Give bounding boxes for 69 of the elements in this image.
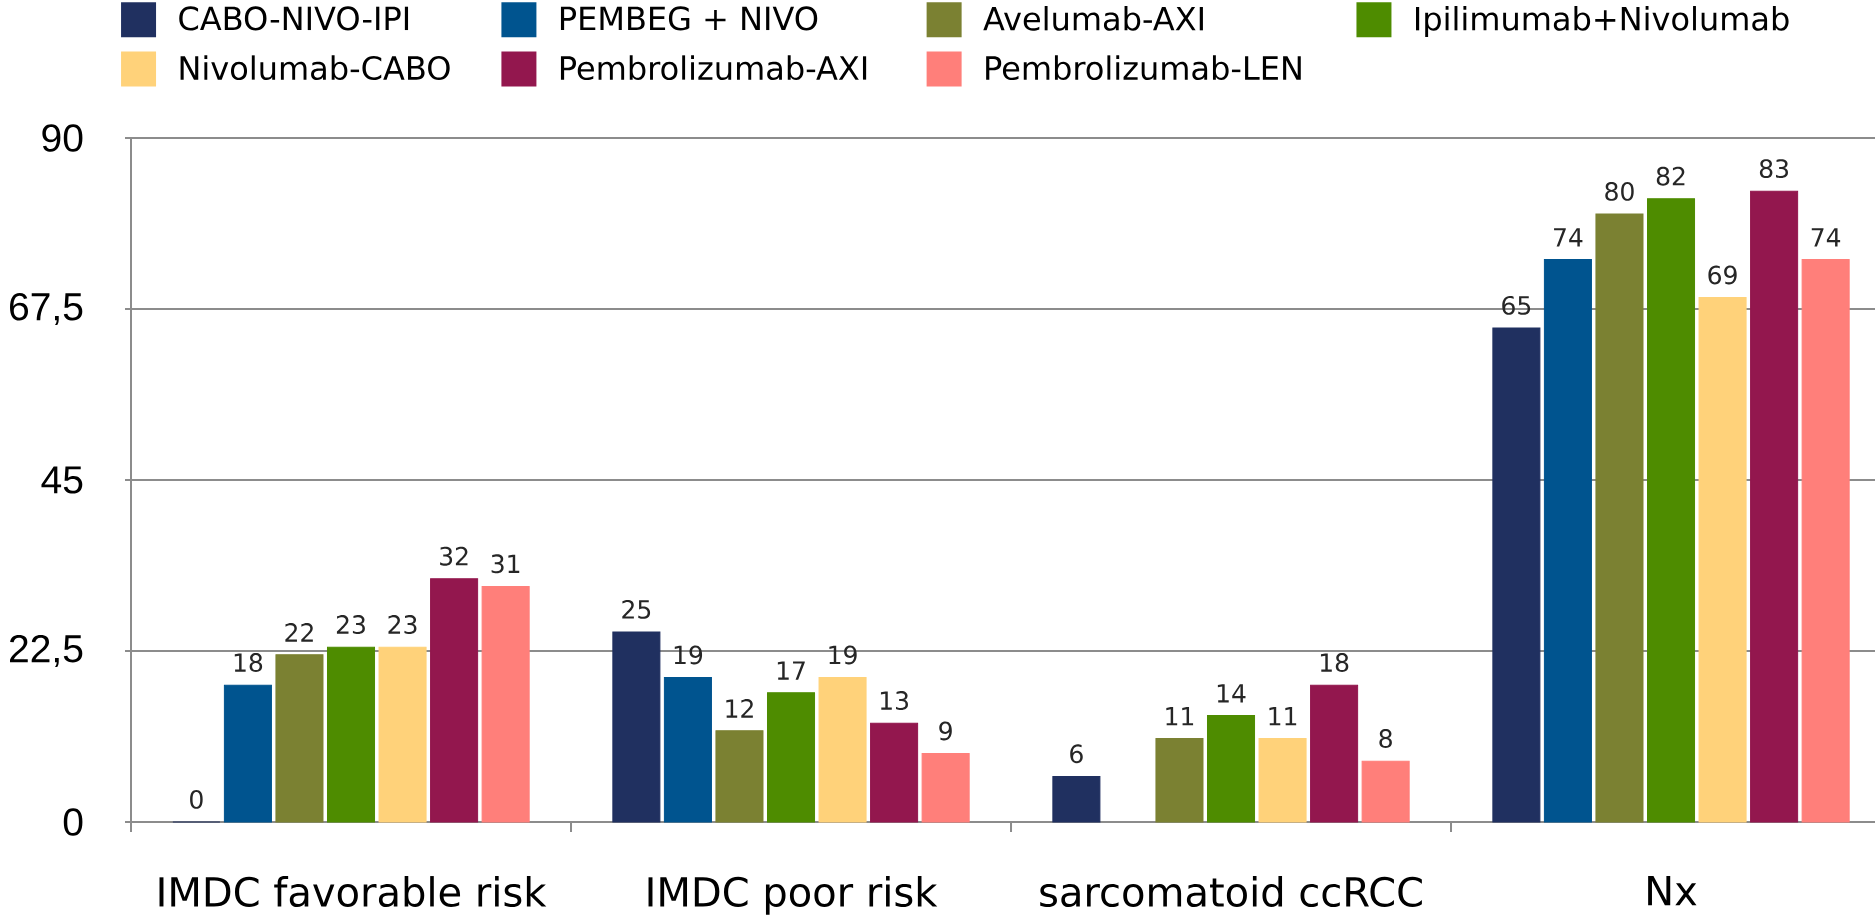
bar: [223, 684, 272, 823]
data-label: 13: [880, 691, 908, 711]
y-tick-label: 67,5: [10, 292, 83, 326]
bar: [1801, 259, 1850, 823]
bar: [378, 646, 427, 823]
bar: [870, 722, 919, 823]
legend-label: Pembrolizumab-AXI: [560, 55, 867, 81]
bar: [1310, 684, 1359, 823]
data-label: 22: [285, 623, 313, 642]
bar: [818, 677, 867, 823]
legend-label: Pembrolizumab-LEN: [986, 55, 1301, 81]
data-label: 14: [1217, 684, 1246, 703]
bar: [921, 753, 970, 823]
data-label: 12: [726, 699, 753, 718]
legend-label: CABO-NIVO-IPI: [179, 6, 409, 31]
data-label: 18: [1320, 653, 1349, 673]
y-tick-label: 45: [41, 466, 83, 494]
legend-label: Nivolumab-CABO: [180, 55, 450, 81]
bar: [326, 646, 376, 823]
data-label: 74: [1554, 228, 1583, 247]
data-label: 8: [1379, 729, 1392, 749]
data-label: 80: [1605, 181, 1634, 201]
bar: [1206, 715, 1256, 823]
data-label: 11: [1166, 707, 1194, 726]
data-label: 83: [1759, 159, 1788, 179]
bar: [1698, 297, 1747, 823]
data-label: 6: [1070, 744, 1083, 764]
bar: [663, 677, 712, 823]
data-label: 82: [1656, 166, 1685, 186]
data-label: 19: [674, 645, 703, 665]
bar: [481, 585, 530, 823]
x-tick-label: sarcomatoid ccRCC: [1040, 876, 1422, 908]
data-label: 69: [1708, 265, 1737, 285]
bar: [1361, 760, 1410, 823]
data-label: 18: [234, 653, 263, 673]
data-label: 0: [190, 789, 203, 809]
data-label: 19: [829, 645, 857, 665]
data-label: 23: [388, 615, 417, 635]
bar: [1750, 190, 1799, 823]
x-tick-label: IMDC poor risk: [648, 876, 938, 915]
bar: [1052, 775, 1101, 823]
bar: [430, 578, 479, 823]
bar: [1258, 737, 1307, 823]
legend-label: Avelumab-AXI: [983, 6, 1203, 31]
bar: [766, 692, 816, 823]
bar: [1543, 259, 1592, 823]
y-tick-label: 22,5: [10, 634, 83, 668]
bar: [1647, 198, 1696, 823]
x-tick-label: Nx: [1648, 876, 1697, 906]
bar: [612, 631, 661, 823]
y-tick-label: 0: [63, 808, 83, 836]
x-tick-label: IMDC favorable risk: [159, 876, 547, 908]
data-label: 25: [622, 599, 651, 619]
bar: [1155, 737, 1204, 823]
data-label: 17: [777, 661, 805, 680]
bar: [715, 730, 764, 823]
bar: [1595, 213, 1644, 823]
data-label: 74: [1811, 228, 1841, 247]
data-label: 23: [336, 615, 365, 635]
data-label: 32: [440, 546, 468, 566]
legend-label: PEMBEG + NIVO: [560, 6, 818, 31]
y-tick-label: 90: [42, 124, 83, 152]
legend-label: Ipilimumab+Nivolumab: [1416, 6, 1789, 37]
bar: [275, 654, 324, 823]
data-label: 31: [491, 554, 520, 574]
data-label: 9: [939, 721, 952, 741]
data-label: 65: [1502, 295, 1531, 315]
bar: [1492, 327, 1541, 823]
data-label: 11: [1269, 707, 1297, 726]
